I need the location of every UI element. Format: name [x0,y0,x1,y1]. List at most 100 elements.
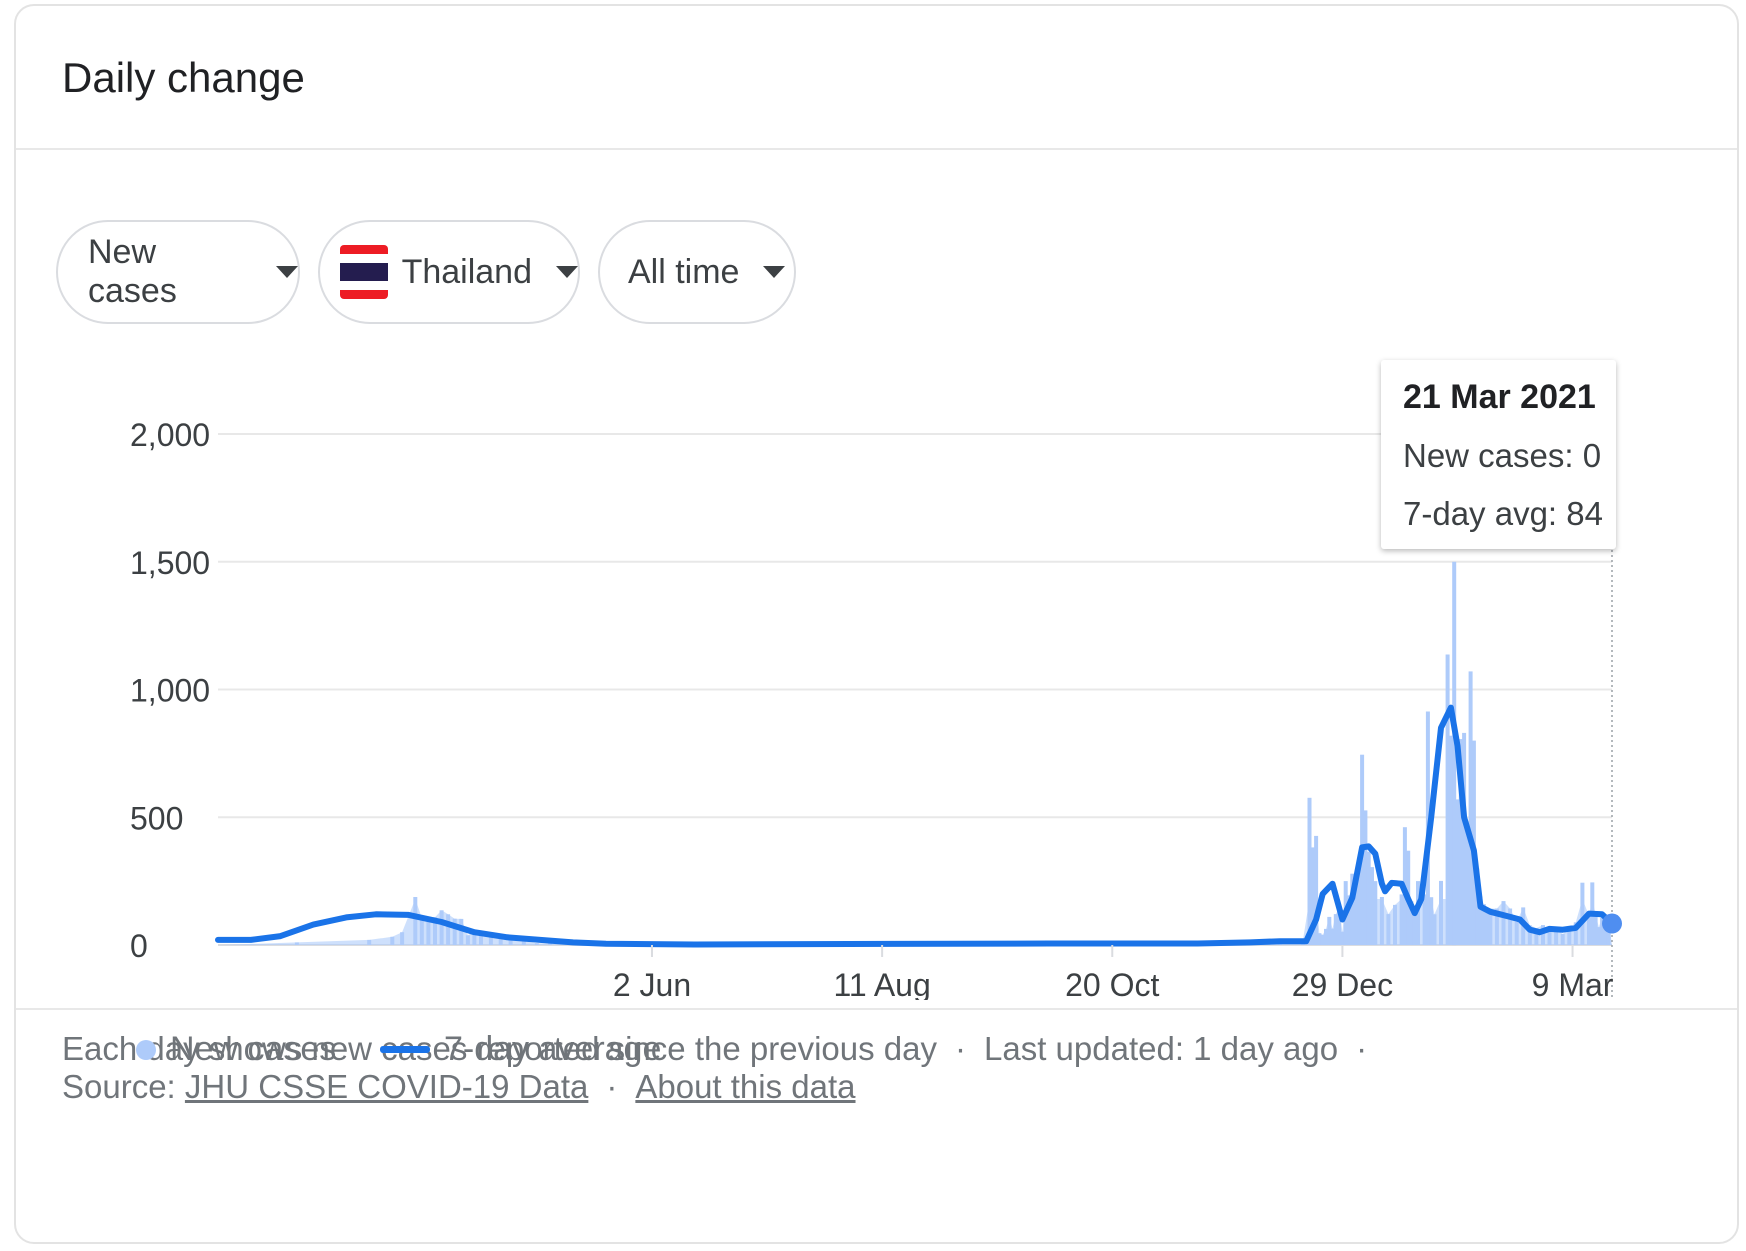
new-cases-bar [1370,867,1374,945]
new-cases-bar [1393,904,1397,945]
new-cases-bar [1560,934,1565,945]
last-updated: Last updated: 1 day ago [983,1030,1339,1067]
new-cases-bar [1399,894,1404,945]
new-cases-bar [1307,797,1312,945]
x-tick-label: 11 Aug [833,967,930,1000]
chart-tooltip: 21 Mar 2021 New cases: 0 7-day avg: 84 [1381,360,1616,549]
new-cases-bar [400,932,405,945]
x-tick-label: 9 Mar [1532,967,1614,1000]
about-data-link[interactable]: About this data [635,1068,856,1105]
new-cases-bar [1432,914,1437,945]
new-cases-bar [1373,881,1378,945]
legend-dot-icon [136,1039,156,1060]
seven-day-average-line [215,704,1615,948]
y-tick-label: 2,000 [130,417,210,453]
header-divider [16,148,1737,150]
new-cases-bar [1317,933,1322,945]
new-cases-bar [548,943,553,945]
new-cases-bar [1350,873,1355,945]
new-cases-bar [1527,925,1532,945]
x-tick-label: 2 Jun [613,967,691,1000]
new-cases-bar [521,941,526,945]
range-dropdown-label: All time [628,252,740,291]
chevron-down-icon [276,266,298,278]
new-cases-bar [465,935,470,945]
separator: · [1356,1030,1368,1067]
new-cases-bar [534,943,539,945]
new-cases-bar [1554,928,1559,945]
new-cases-bar [1337,908,1342,945]
metric-dropdown[interactable]: New cases [56,220,300,324]
new-cases-bar [1494,908,1499,945]
new-cases-bar [1347,895,1351,945]
new-cases-bar [1366,851,1371,945]
legend-label: 7-day average [444,1030,662,1068]
new-cases-bar [1333,914,1338,945]
new-cases-bar [1465,832,1470,945]
new-cases-bar [1534,928,1539,945]
hover-point [1602,913,1622,934]
legend-label: New cases [170,1030,337,1068]
range-dropdown[interactable]: All time [598,220,796,324]
source-label: Source: [62,1068,176,1105]
new-cases-bar [1462,732,1467,945]
new-cases-bar [1448,735,1453,945]
new-cases-bar [439,910,444,945]
new-cases-bar [1409,901,1414,945]
tooltip-average: 7-day avg: 84 [1403,495,1603,532]
new-cases-bar [433,917,437,945]
new-cases-bar [1412,912,1417,945]
new-cases-bar [1481,904,1486,945]
new-cases-bar [1514,922,1519,945]
metric-dropdown-label: New cases [88,233,177,310]
new-cases-bar [1455,799,1460,945]
y-tick-label: 1,000 [130,673,210,709]
new-cases-bar [1320,934,1325,945]
legend-line-icon [380,1046,430,1053]
new-cases-bar [1314,835,1319,945]
flag-stripe [340,281,388,290]
source-link[interactable]: JHU CSSE COVID-19 Data [184,1068,589,1105]
new-cases-bar [1356,864,1361,945]
country-dropdown-label: Thailand [401,252,532,291]
new-cases-bar [1475,868,1480,945]
new-cases-bar [426,916,431,945]
new-cases-bar [459,918,464,945]
new-cases-bar [1386,914,1391,945]
new-cases-bar [1488,908,1493,945]
new-cases-bar [1547,930,1552,945]
new-cases-bar [452,918,457,945]
new-cases-bar [1310,847,1315,945]
new-cases-bar [367,939,372,945]
footer-divider [16,1008,1737,1010]
new-cases-bar [1439,880,1443,945]
new-cases-bar [419,917,424,945]
new-cases-bar [1541,925,1545,945]
new-cases-bar [1277,943,1282,945]
new-cases-bar [1580,882,1585,945]
new-cases-bar [1445,654,1450,945]
y-tick-label: 0 [130,928,148,964]
chevron-down-icon [556,266,578,278]
new-cases-bar [1458,739,1463,945]
cases-chart[interactable]: 0 500 1,000 1,500 2,000 2 Jun 11 Aug 20 Oct 29 D… [0,0,1746,1000]
y-tick-label: 500 [130,800,183,836]
legend-item-new-cases: New cases [136,1030,336,1069]
new-cases-bar [488,936,493,945]
new-cases-bar [1468,671,1473,945]
daily-change-card: Daily change New cases Thailand All time… [14,4,1739,1244]
separator: · [954,1030,966,1067]
legend-item-7-day-average: 7-day average [380,1030,661,1069]
new-cases-bar [294,942,299,945]
new-cases-bar [1327,916,1332,945]
new-cases-bar [413,897,418,945]
country-dropdown[interactable]: Thailand [318,220,580,324]
new-cases-bar [1587,915,1591,945]
new-cases-bar [1485,912,1490,945]
new-cases-bar [1340,931,1345,945]
new-cases-bar [1508,908,1513,945]
y-tick-label: 1,500 [130,545,210,581]
new-cases-bar [508,938,513,945]
flag-stripe [340,290,388,299]
new-cases-bar [472,931,477,945]
